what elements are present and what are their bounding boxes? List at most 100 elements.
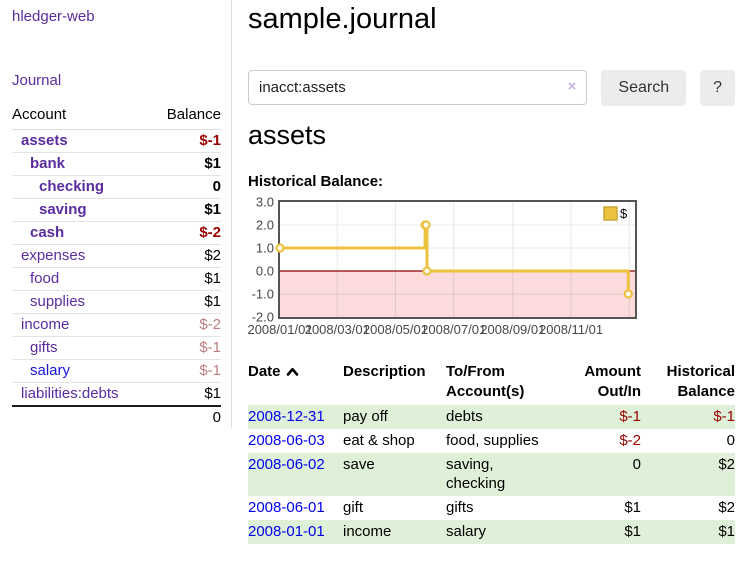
account-row: assets $-1: [12, 130, 221, 153]
help-button[interactable]: ?: [700, 70, 735, 106]
sidebar-account-link-checking[interactable]: checking: [39, 178, 105, 195]
transaction-date-link[interactable]: 2008-06-02: [248, 456, 325, 473]
search-form: × Search ?: [248, 70, 735, 106]
transaction-amount: $-1: [619, 408, 641, 425]
main-content: sample.journal × Search ? assets Histori…: [247, 0, 742, 544]
sidebar-item-journal[interactable]: Journal: [12, 72, 62, 89]
app-title-link[interactable]: hledger-web: [12, 8, 95, 25]
transaction-description: save: [343, 456, 375, 473]
account-heading: assets: [248, 120, 327, 150]
transaction-accounts: saving, checking: [446, 456, 506, 492]
transaction-balance: 0: [726, 432, 735, 449]
account-row: bank $1: [12, 152, 221, 176]
account-balance: $-2: [150, 221, 221, 245]
transaction-date-link[interactable]: 2008-06-01: [248, 499, 325, 516]
sidebar-account-link-salary[interactable]: salary: [30, 362, 71, 379]
transaction-balance: $1: [718, 523, 735, 540]
account-row: checking 0: [12, 175, 221, 199]
chart-svg: $3.0 2.0 1.0 0.0 -1.0 -2.02008/01/012008/03/0…: [247, 195, 637, 337]
svg-text:1.0: 1.0: [256, 241, 274, 256]
register-row: 2008-06-03 eat & shop food, supplies $-2 0: [248, 429, 735, 453]
svg-text:-2.0: -2.0: [252, 310, 274, 325]
transaction-accounts: salary: [446, 523, 487, 540]
transaction-accounts: gifts: [446, 499, 474, 516]
account-row: supplies $1: [12, 290, 221, 314]
accounts-column-header: Account: [12, 101, 151, 130]
account-balance: $1: [150, 267, 221, 291]
transaction-balance: $2: [718, 499, 735, 516]
account-row: food $1: [12, 267, 221, 291]
search-input[interactable]: [248, 70, 588, 105]
balance-column-header: Balance: [150, 101, 221, 130]
clear-search-icon[interactable]: ×: [567, 78, 577, 95]
sidebar-account-link-assets[interactable]: assets: [21, 132, 68, 149]
transaction-description: eat & shop: [343, 432, 415, 449]
sidebar-account-link-food[interactable]: food: [30, 270, 60, 287]
sidebar-account-link-gifts[interactable]: gifts: [30, 339, 58, 356]
svg-text:2008/11/01: 2008/11/01: [539, 322, 603, 337]
sidebar-account-link-saving[interactable]: saving: [39, 201, 87, 218]
legend-label: $: [620, 206, 628, 221]
register-column-header-historical-balance: Historical Balance: [666, 363, 735, 400]
sidebar-account-link-income[interactable]: income: [21, 316, 70, 333]
register-column-header-date[interactable]: Date: [248, 360, 343, 405]
register-column-header-amount-out-in: Amount Out/In: [584, 363, 641, 400]
register-row: 2008-06-02 save saving, checking 0 $2: [248, 453, 735, 496]
transaction-date-link[interactable]: 2008-01-01: [248, 523, 325, 540]
register-row: 2008-01-01 income salary $1 $1: [248, 520, 735, 544]
transaction-accounts: debts: [446, 408, 483, 425]
account-row: liabilities:debts $1: [12, 382, 221, 406]
account-balance: $-1: [199, 132, 221, 149]
account-balance: $-1: [150, 336, 221, 360]
sort-ascending-icon: [286, 363, 299, 380]
svg-text:2008/03/01: 2008/03/01: [305, 322, 370, 337]
register-column-header-to-from-account-s-: To/From Account(s): [446, 363, 525, 400]
transaction-description: income: [343, 523, 392, 540]
account-balance: $1: [150, 198, 221, 222]
sidebar-account-link-cash[interactable]: cash: [30, 224, 65, 241]
sidebar-account-link-liabilities-debts[interactable]: liabilities:debts: [21, 385, 119, 402]
accounts-total-row: 0: [12, 405, 221, 429]
transaction-amount: $-2: [619, 432, 641, 449]
transaction-description: pay off: [343, 408, 388, 425]
legend-swatch: [603, 206, 618, 221]
transaction-balance: $-1: [713, 408, 735, 425]
account-row: gifts $-1: [12, 336, 221, 360]
transaction-description: gift: [343, 499, 364, 516]
account-balance: $-1: [150, 359, 221, 383]
svg-text:2008/01/01: 2008/01/01: [247, 322, 312, 337]
page-title: sample.journal: [248, 3, 437, 35]
register-table-body: 2008-12-31 pay off debts $-1 $-1 2008-06-03 ea…: [248, 405, 735, 544]
register-header-row: Date Description To/From Account(s) Amount …: [248, 360, 735, 405]
sidebar-account-link-expenses[interactable]: expenses: [21, 247, 86, 264]
svg-text:2008/09/01: 2008/09/01: [480, 322, 545, 337]
register-table: Date Description To/From Account(s) Amount …: [248, 360, 735, 544]
sidebar-account-link-supplies[interactable]: supplies: [30, 293, 86, 310]
sidebar-account-link-bank[interactable]: bank: [30, 155, 66, 172]
transaction-amount: $1: [624, 499, 641, 516]
transaction-amount: 0: [632, 456, 641, 473]
account-row: cash $-2: [12, 221, 221, 245]
svg-text:2.0: 2.0: [256, 218, 274, 233]
sidebar: hledger-web Journal Account Balance asse…: [0, 0, 232, 429]
chart-title: Historical Balance:: [248, 173, 384, 190]
register-row: 2008-12-31 pay off debts $-1 $-1: [248, 405, 735, 429]
transaction-accounts: food, supplies: [446, 432, 539, 449]
accounts-table-body: assets $-1 bank $1 checking 0 saving $1 cash $-2 e…: [12, 130, 221, 429]
search-button[interactable]: Search: [601, 70, 687, 106]
historical-balance-chart[interactable]: $3.0 2.0 1.0 0.0 -1.0 -2.0 2008/01/01 2008/03/0…: [247, 195, 735, 340]
register-row: 2008-06-01 gift gifts $1 $2: [248, 496, 735, 520]
transaction-date-link[interactable]: 2008-12-31: [248, 408, 325, 425]
svg-text:2008/05/01: 2008/05/01: [363, 322, 428, 337]
account-balance: $1: [150, 382, 221, 406]
svg-text:3.0: 3.0: [256, 195, 274, 210]
transaction-date-link[interactable]: 2008-06-03: [248, 432, 325, 449]
transaction-amount: $1: [624, 523, 641, 540]
account-balance: $-2: [150, 313, 221, 337]
accounts-total-value: 0: [150, 405, 221, 429]
svg-text:-1.0: -1.0: [252, 287, 274, 302]
svg-text:2008/07/01: 2008/07/01: [421, 322, 486, 337]
account-row: saving $1: [12, 198, 221, 222]
account-balance: 0: [150, 175, 221, 199]
transaction-balance: $2: [718, 456, 735, 473]
